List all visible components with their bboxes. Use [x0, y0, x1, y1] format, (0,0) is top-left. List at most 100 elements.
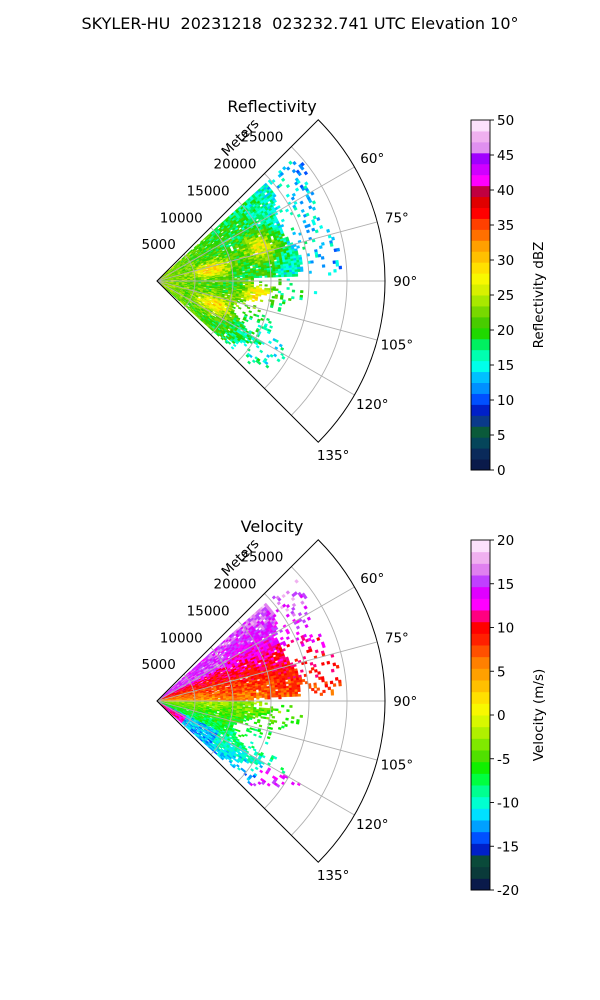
radar-gate	[283, 274, 288, 278]
radar-gate	[275, 270, 279, 274]
colorbar-swatch	[471, 360, 490, 373]
radar-gate	[269, 325, 274, 329]
radar-gate	[277, 290, 282, 294]
radar-gate	[313, 291, 318, 295]
radar-gate	[251, 359, 256, 364]
radar-gate	[264, 284, 268, 287]
colorbar-swatch	[471, 196, 490, 208]
radar-gate	[311, 227, 316, 232]
radar-gate	[294, 271, 299, 275]
radar-gate	[292, 274, 296, 277]
radar-gate	[299, 297, 303, 301]
colorbar-swatch	[471, 305, 490, 318]
radar-gate	[261, 273, 265, 277]
chart-title: Reflectivity	[227, 97, 316, 116]
radar-gate	[222, 287, 227, 290]
radar-gate	[260, 292, 265, 296]
radar-gate	[251, 299, 255, 303]
radar-gate	[280, 272, 285, 276]
colorbar-swatch	[471, 426, 490, 438]
colorbar-swatch	[471, 338, 490, 351]
radar-gate	[309, 633, 314, 639]
colorbar-swatch	[471, 141, 490, 154]
radar-gate	[276, 205, 281, 210]
radar-gate	[306, 223, 311, 228]
radar-gate	[304, 623, 309, 629]
radar-gate	[285, 613, 290, 618]
colorbar-tick-label: 35	[497, 218, 514, 234]
colorbar-swatch	[471, 371, 490, 383]
radar-gate	[253, 275, 257, 279]
radar-gate	[293, 206, 298, 211]
radar-gate	[264, 275, 268, 278]
radar-gate	[294, 269, 298, 273]
radar-gate	[181, 282, 185, 284]
radar-gate	[281, 233, 285, 237]
radar-gate	[232, 343, 237, 348]
radar-gate	[248, 340, 253, 345]
radar-gate	[296, 213, 301, 218]
radar-gate	[336, 247, 341, 252]
radar-gate	[285, 193, 290, 198]
radar-gate	[198, 282, 202, 284]
radar-gate	[282, 166, 287, 171]
radar-gate	[251, 331, 255, 335]
colorbar-tick-label: 40	[497, 183, 514, 199]
radar-gate	[276, 358, 281, 363]
radar-gate	[279, 296, 284, 300]
radar-gate	[203, 278, 207, 280]
colorbar-swatch	[471, 437, 490, 449]
radar-gate	[292, 160, 297, 166]
radar-gate	[301, 619, 307, 624]
radar-gate	[321, 264, 326, 268]
radar-gate	[250, 277, 254, 280]
radar-gate	[278, 302, 283, 306]
radar-gate	[243, 343, 248, 347]
radar-gate	[300, 290, 304, 294]
radar-gate	[286, 274, 290, 277]
radar-gate	[297, 171, 302, 177]
radar-gate	[281, 355, 286, 360]
radar-gate	[278, 274, 282, 278]
radar-gate	[237, 298, 242, 301]
radar-gate	[254, 298, 258, 302]
radar-gate	[290, 639, 295, 644]
radar-gate	[289, 282, 293, 286]
radar-gate	[331, 236, 335, 241]
radar-gate	[258, 275, 263, 278]
radar-gate	[278, 343, 283, 348]
colorbar-swatch	[471, 273, 490, 285]
radar-gate	[259, 299, 264, 303]
radial-tick-label: 15000	[187, 183, 230, 199]
radar-gate	[252, 291, 257, 295]
radar-gate	[265, 364, 270, 369]
radar-gate	[290, 227, 295, 231]
radar-gate	[295, 625, 301, 630]
radar-gate	[275, 274, 279, 278]
radar-gate	[290, 596, 296, 602]
angular-tick-label: 75°	[385, 210, 409, 226]
radar-gate	[222, 274, 227, 276]
radar-gate	[268, 340, 272, 345]
colorbar-swatch	[471, 349, 490, 362]
radar-gate	[291, 192, 296, 197]
angular-tick-label: 90°	[393, 274, 417, 290]
colorbar-swatch	[471, 393, 490, 405]
colorbar-tick-label: 50	[497, 113, 514, 129]
radar-gate	[266, 291, 271, 295]
radar-gate	[289, 269, 293, 273]
radar-gate	[285, 607, 290, 612]
radar-gate	[326, 228, 331, 233]
radar-gate	[227, 292, 231, 295]
colorbar-label: Reflectivity dBZ	[531, 242, 547, 349]
radar-gate	[310, 260, 314, 264]
radar-gate	[266, 317, 270, 322]
radar-gate	[251, 296, 256, 299]
radar-gate	[280, 177, 286, 182]
radar-gate	[288, 298, 292, 302]
radial-tick-label: 5000	[142, 237, 176, 253]
radar-gate	[335, 262, 340, 267]
colorbar-swatch	[471, 262, 490, 274]
radar-gate	[285, 590, 291, 595]
colorbar-swatch	[471, 327, 490, 340]
